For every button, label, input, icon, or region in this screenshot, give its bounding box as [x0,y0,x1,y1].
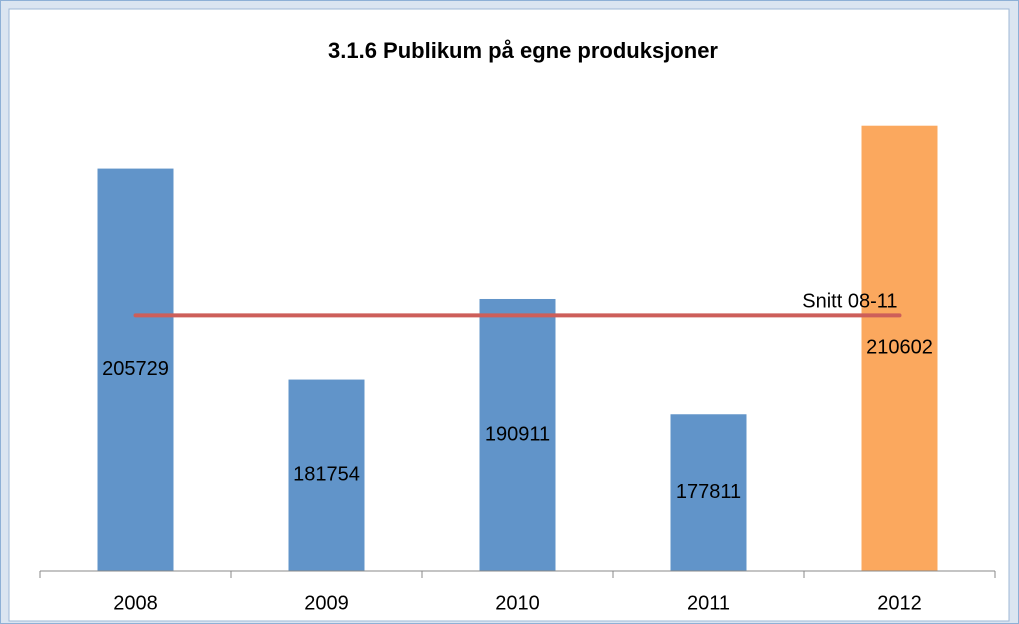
data-label: 177811 [676,481,741,503]
x-tick-label: 2009 [304,592,349,614]
data-label: 210602 [866,337,933,359]
bar [670,414,747,571]
x-tick-label: 2012 [877,592,922,614]
data-label: 190911 [485,423,550,445]
x-tick-label: 2008 [113,592,158,614]
bar [479,298,556,571]
data-label: 205729 [102,358,169,380]
data-label: 181754 [293,464,360,486]
bar [861,125,938,572]
reference-label: Snitt 08-11 [802,291,897,313]
bar [97,168,174,572]
x-tick-label: 2011 [687,592,730,614]
bar [288,379,365,571]
chart-title: 3.1.6 Publikum på egne produksjoner [328,38,718,63]
x-tick-label: 2010 [495,592,540,614]
